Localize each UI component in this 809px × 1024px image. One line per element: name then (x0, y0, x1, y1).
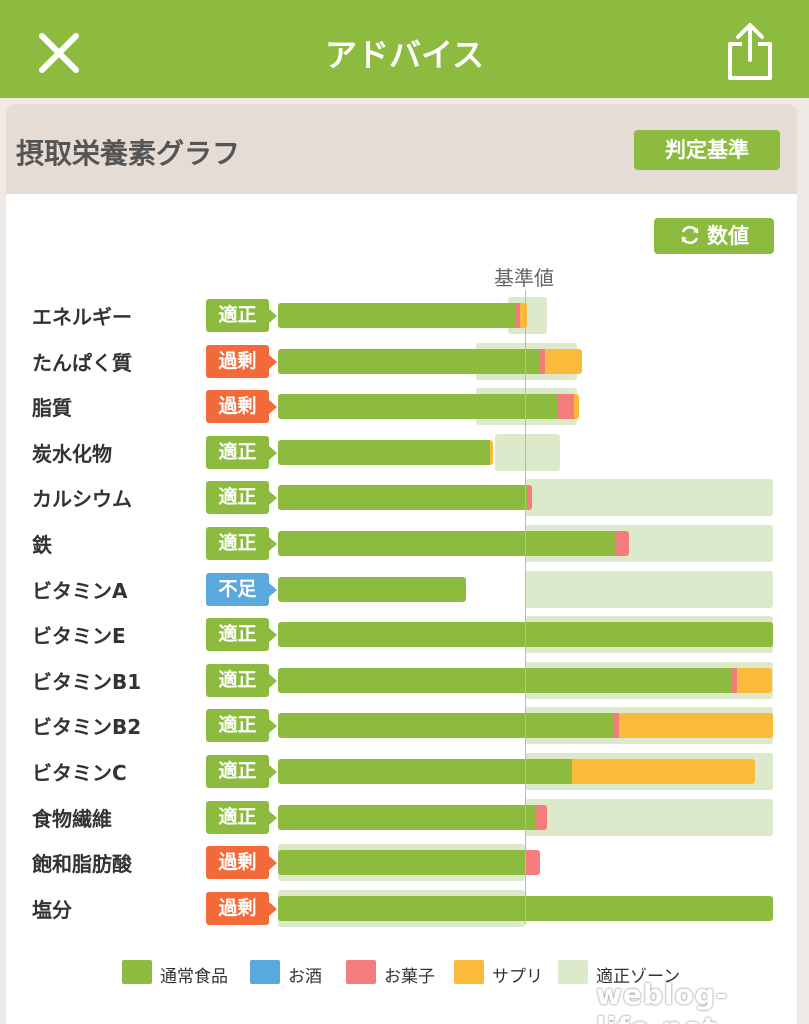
bar-segment (278, 667, 733, 693)
page-title: アドバイス (324, 36, 485, 74)
criteria-button[interactable]: 判定基準 (634, 130, 780, 170)
bar-segment (278, 303, 516, 328)
nutrient-label: たんぱく質 (32, 350, 132, 375)
app-header: アドバイス (0, 0, 809, 98)
ok-zone-bar (525, 570, 773, 608)
legend-swatch (454, 960, 484, 984)
reference-line-label: 基準値 (494, 266, 554, 290)
nutrient-label: エネルギー (32, 305, 132, 329)
legend-swatch (250, 960, 280, 984)
watermark: weblog-life.net (596, 978, 729, 1024)
bar-segment (278, 348, 540, 374)
status-badge: 過剰 (206, 846, 277, 880)
ok-zone-bar (525, 798, 773, 836)
nutrient-label: ビタミンA (32, 578, 128, 603)
nutrient-row: ビタミンC 適正 (6, 749, 797, 795)
bar-segment (557, 394, 575, 420)
status-badge: 適正 (206, 709, 277, 743)
nutrient-row: ビタミンA 不足 (6, 567, 797, 613)
status-badge: 過剰 (206, 891, 277, 925)
nutrient-label: ビタミンB2 (32, 715, 142, 740)
card-header: 摂取栄養素グラフ 判定基準 (6, 104, 797, 194)
nutrient-label: ビタミンC (32, 761, 127, 785)
status-badge: 適正 (206, 755, 277, 788)
status-badge: 過剰 (206, 390, 277, 424)
legend-swatch (346, 960, 376, 984)
status-badge: 適正 (206, 527, 277, 560)
nutrient-label: 炭水化物 (32, 441, 112, 466)
bar-segment (278, 394, 558, 420)
bar-segment (278, 759, 572, 784)
nutrient-chart: 数値 基準値 エネルギー 適正 たんぱく質 過剰 脂質 過剰 炭水化物 適正 カルシウム 適正鉄適… (6, 194, 797, 1024)
status-badge: 適正 (206, 299, 277, 332)
nutrient-row: 炭水化物 適正 (6, 430, 797, 476)
card-title: 摂取栄養素グラフ (16, 137, 241, 170)
bar-segment (732, 667, 738, 693)
nutrient-row: 飽和脂肪酸 過剰 (6, 840, 797, 886)
bar-segment (539, 348, 545, 374)
bar-segment (613, 713, 619, 739)
legend-swatch (122, 960, 152, 984)
bar-segment (490, 439, 493, 465)
nutrient-row: 塩分 過剰 (6, 886, 797, 932)
nutrient-label: 食物繊維 (32, 806, 112, 831)
nutrient-label: 鉄 (32, 533, 52, 557)
ok-zone-bar (495, 433, 560, 471)
nutrient-label: ビタミンE (32, 624, 126, 649)
status-badge: 適正 (206, 618, 277, 652)
nutrient-label: カルシウム (32, 487, 132, 512)
close-icon[interactable] (36, 30, 82, 76)
ok-zone-bar (525, 479, 773, 517)
chart-legend: 通常食品 お酒 お菓子 サプリ 適正ゾーン (6, 952, 797, 992)
numbers-button-label: 数値 (707, 224, 749, 248)
bar-segment (278, 804, 535, 830)
nutrient-row: たんぱく質 過剰 (6, 339, 797, 385)
legend-label: お酒 (288, 967, 322, 987)
bar-segment (278, 850, 525, 876)
nutrient-row: カルシウム 適正 (6, 475, 797, 521)
bar-segment (571, 759, 755, 784)
bar-segment (618, 713, 773, 739)
bar-segment (278, 531, 617, 556)
nutrient-row: ビタミンB2 適正 (6, 703, 797, 749)
bar-segment (278, 485, 528, 511)
nutrient-label: 塩分 (32, 897, 72, 922)
bar-segment (515, 303, 521, 328)
bar-segment (278, 439, 491, 465)
legend-label: サプリ (492, 967, 543, 987)
bar-segment (520, 303, 528, 328)
nutrient-label: ビタミンB1 (32, 669, 142, 694)
share-icon[interactable] (722, 22, 778, 82)
bar-segment (737, 667, 772, 693)
status-badge: 適正 (206, 481, 277, 515)
nutrient-row: ビタミンB1 適正 (6, 658, 797, 704)
legend-swatch (558, 960, 588, 984)
nutrient-row: 脂質 過剰 (6, 384, 797, 430)
bar-segment (574, 394, 580, 420)
bar-segment (278, 713, 614, 739)
nutrient-row: ビタミンE 適正 (6, 612, 797, 658)
numbers-toggle-button[interactable]: 数値 (654, 218, 774, 254)
nutrient-row: 食物繊維 適正 (6, 795, 797, 841)
bar-segment (278, 576, 466, 602)
bar-segment (527, 485, 533, 511)
bar-segment (616, 531, 629, 556)
nutrient-row: 鉄 適正 (6, 521, 797, 567)
nutrient-row: エネルギー 適正 (6, 293, 797, 339)
reference-line (525, 290, 526, 924)
status-badge: 適正 (206, 663, 277, 697)
legend-label: 適正ゾーン (596, 967, 681, 987)
status-badge: 適正 (206, 435, 277, 469)
legend-label: 通常食品 (160, 967, 228, 987)
legend-label: お菓子 (384, 967, 435, 987)
nutrient-label: 飽和脂肪酸 (32, 852, 132, 877)
status-badge: 適正 (206, 800, 277, 834)
status-badge: 不足 (206, 572, 277, 606)
status-badge: 過剰 (206, 344, 277, 378)
bar-segment (525, 850, 540, 876)
bar-segment (534, 804, 548, 830)
refresh-icon (681, 225, 699, 245)
nutrient-label: 脂質 (32, 396, 72, 421)
bar-segment (544, 348, 582, 374)
